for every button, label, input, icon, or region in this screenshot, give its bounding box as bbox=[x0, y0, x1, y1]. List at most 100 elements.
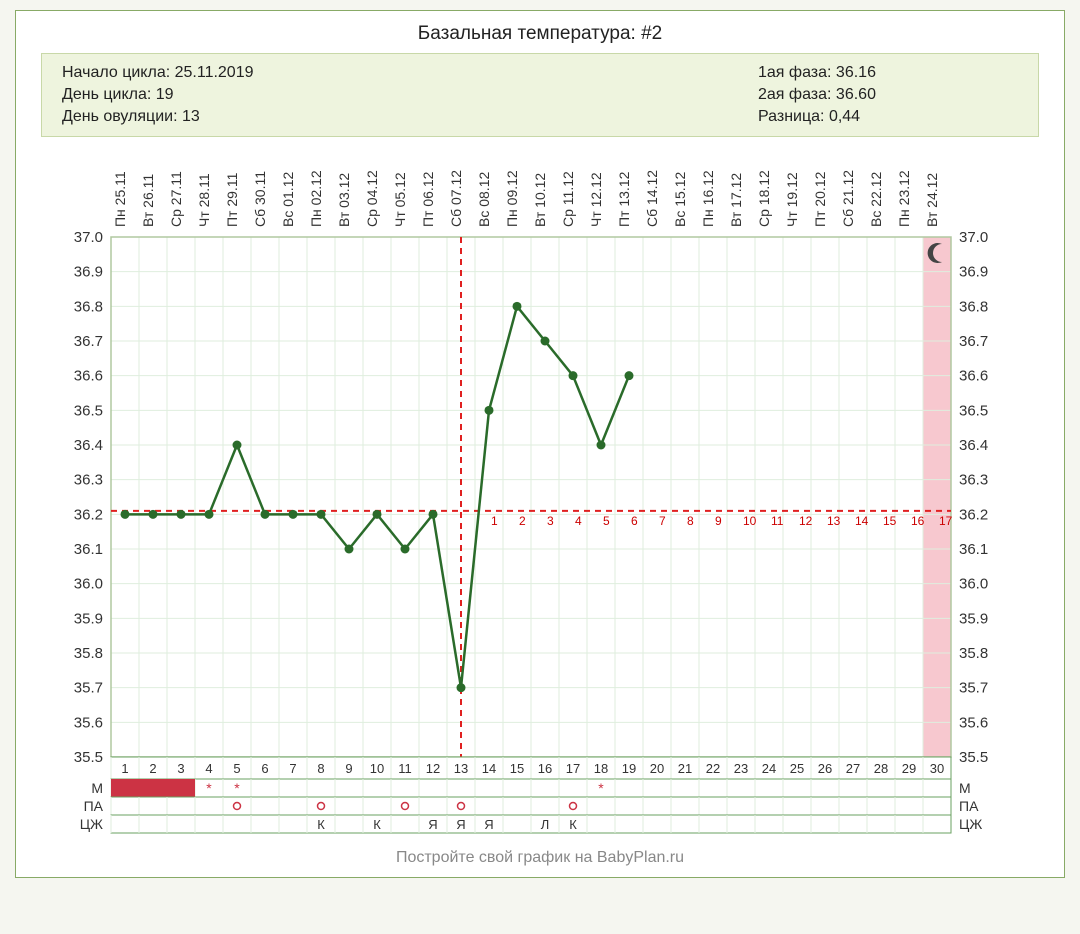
svg-text:7: 7 bbox=[289, 761, 296, 776]
svg-text:36.1: 36.1 bbox=[959, 541, 988, 558]
bbt-chart: 37.037.036.936.936.836.836.736.736.636.6… bbox=[31, 147, 1031, 843]
svg-text:М: М bbox=[959, 780, 971, 796]
svg-text:36.8: 36.8 bbox=[959, 298, 988, 315]
svg-text:35.9: 35.9 bbox=[959, 610, 988, 627]
svg-text:Пн 23.12: Пн 23.12 bbox=[896, 170, 912, 227]
svg-text:ПА: ПА bbox=[959, 798, 979, 814]
svg-text:Пн 25.11: Пн 25.11 bbox=[112, 171, 128, 227]
svg-text:35.9: 35.9 bbox=[74, 610, 103, 627]
svg-text:Сб 07.12: Сб 07.12 bbox=[448, 170, 464, 227]
svg-text:1: 1 bbox=[491, 514, 498, 528]
svg-text:Пн 16.12: Пн 16.12 bbox=[700, 170, 716, 227]
info-right-col: 1ая фаза: 36.16 2ая фаза: 36.60 Разница:… bbox=[758, 64, 1018, 126]
svg-text:4: 4 bbox=[575, 514, 582, 528]
svg-text:21: 21 bbox=[678, 761, 692, 776]
svg-text:30: 30 bbox=[930, 761, 944, 776]
svg-text:*: * bbox=[234, 780, 240, 796]
svg-text:5: 5 bbox=[233, 761, 240, 776]
svg-text:36.5: 36.5 bbox=[959, 402, 988, 419]
svg-text:10: 10 bbox=[370, 761, 384, 776]
svg-text:36.8: 36.8 bbox=[74, 298, 103, 315]
svg-text:3: 3 bbox=[177, 761, 184, 776]
svg-text:36.9: 36.9 bbox=[959, 264, 988, 281]
svg-text:*: * bbox=[206, 780, 212, 796]
svg-text:27: 27 bbox=[846, 761, 860, 776]
svg-text:23: 23 bbox=[734, 761, 748, 776]
svg-text:36.4: 36.4 bbox=[959, 437, 988, 454]
svg-text:ЦЖ: ЦЖ bbox=[80, 816, 103, 832]
svg-text:Вс 08.12: Вс 08.12 bbox=[476, 172, 492, 227]
cycle-day-value: 19 bbox=[156, 86, 174, 103]
svg-text:Пт 13.12: Пт 13.12 bbox=[616, 171, 632, 227]
phase2-label: 2ая фаза: bbox=[758, 86, 831, 103]
svg-text:36.2: 36.2 bbox=[74, 506, 103, 523]
svg-text:11: 11 bbox=[771, 514, 784, 528]
svg-text:6: 6 bbox=[631, 514, 638, 528]
svg-text:35.8: 35.8 bbox=[959, 645, 988, 662]
svg-text:Чт 19.12: Чт 19.12 bbox=[784, 172, 800, 227]
cycle-start-value: 25.11.2019 bbox=[175, 64, 254, 81]
svg-text:36.4: 36.4 bbox=[74, 437, 103, 454]
svg-text:Сб 14.12: Сб 14.12 bbox=[644, 170, 660, 227]
svg-text:35.5: 35.5 bbox=[959, 749, 988, 766]
phase1-value: 36.16 bbox=[836, 64, 876, 81]
svg-text:35.5: 35.5 bbox=[74, 749, 103, 766]
svg-text:36.6: 36.6 bbox=[74, 368, 103, 385]
svg-text:35.8: 35.8 bbox=[74, 645, 103, 662]
svg-text:К: К bbox=[317, 817, 325, 832]
svg-text:Вс 22.12: Вс 22.12 bbox=[868, 172, 884, 227]
info-left-col: Начало цикла: 25.11.2019 День цикла: 19 … bbox=[62, 64, 254, 126]
svg-text:Чт 12.12: Чт 12.12 bbox=[588, 172, 604, 227]
svg-text:Пт 06.12: Пт 06.12 bbox=[420, 171, 436, 227]
svg-text:19: 19 bbox=[622, 761, 636, 776]
svg-text:Вс 01.12: Вс 01.12 bbox=[280, 172, 296, 227]
ovulation-day-label: День овуляции: bbox=[62, 108, 178, 125]
svg-text:Сб 21.12: Сб 21.12 bbox=[840, 170, 856, 227]
svg-text:Вс 15.12: Вс 15.12 bbox=[672, 172, 688, 227]
svg-text:17: 17 bbox=[939, 514, 953, 528]
svg-text:37.0: 37.0 bbox=[74, 229, 103, 246]
svg-text:7: 7 bbox=[659, 514, 666, 528]
svg-text:18: 18 bbox=[594, 761, 608, 776]
svg-text:Пн 02.12: Пн 02.12 bbox=[308, 170, 324, 227]
phase1-label: 1ая фаза: bbox=[758, 64, 831, 81]
svg-text:8: 8 bbox=[687, 514, 694, 528]
svg-text:36.2: 36.2 bbox=[959, 506, 988, 523]
svg-text:Я: Я bbox=[428, 817, 437, 832]
svg-text:ПА: ПА bbox=[84, 798, 104, 814]
svg-text:Вт 17.12: Вт 17.12 bbox=[728, 173, 744, 227]
info-box: Начало цикла: 25.11.2019 День цикла: 19 … bbox=[41, 53, 1039, 137]
svg-text:37.0: 37.0 bbox=[959, 229, 988, 246]
phase2-value: 36.60 bbox=[836, 86, 876, 103]
svg-text:36.0: 36.0 bbox=[74, 576, 103, 593]
svg-text:*: * bbox=[598, 780, 604, 796]
svg-text:Ср 18.12: Ср 18.12 bbox=[756, 170, 772, 227]
chart-title: Базальная температура: #2 bbox=[31, 23, 1049, 45]
svg-text:36.9: 36.9 bbox=[74, 264, 103, 281]
svg-text:Вт 03.12: Вт 03.12 bbox=[336, 173, 352, 227]
svg-text:14: 14 bbox=[855, 514, 869, 528]
svg-text:36.3: 36.3 bbox=[74, 472, 103, 489]
svg-text:Сб 30.11: Сб 30.11 bbox=[252, 171, 268, 227]
svg-text:35.7: 35.7 bbox=[74, 680, 103, 697]
svg-text:20: 20 bbox=[650, 761, 664, 776]
svg-text:ЦЖ: ЦЖ bbox=[959, 816, 982, 832]
svg-text:К: К bbox=[569, 817, 577, 832]
svg-text:35.6: 35.6 bbox=[74, 714, 103, 731]
svg-text:16: 16 bbox=[538, 761, 552, 776]
svg-text:Л: Л bbox=[541, 817, 550, 832]
svg-text:М: М bbox=[91, 780, 103, 796]
svg-text:3: 3 bbox=[547, 514, 554, 528]
svg-text:2: 2 bbox=[149, 761, 156, 776]
svg-text:2: 2 bbox=[519, 514, 526, 528]
svg-text:8: 8 bbox=[317, 761, 324, 776]
footer-text: Постройте свой график на BabyPlan.ru bbox=[31, 849, 1049, 867]
svg-text:Я: Я bbox=[484, 817, 493, 832]
svg-text:К: К bbox=[373, 817, 381, 832]
svg-text:36.3: 36.3 bbox=[959, 472, 988, 489]
svg-text:Ср 11.12: Ср 11.12 bbox=[560, 171, 576, 227]
svg-text:12: 12 bbox=[799, 514, 813, 528]
svg-text:4: 4 bbox=[205, 761, 212, 776]
svg-text:Чт 28.11: Чт 28.11 bbox=[196, 173, 212, 227]
svg-text:36.7: 36.7 bbox=[74, 333, 103, 350]
